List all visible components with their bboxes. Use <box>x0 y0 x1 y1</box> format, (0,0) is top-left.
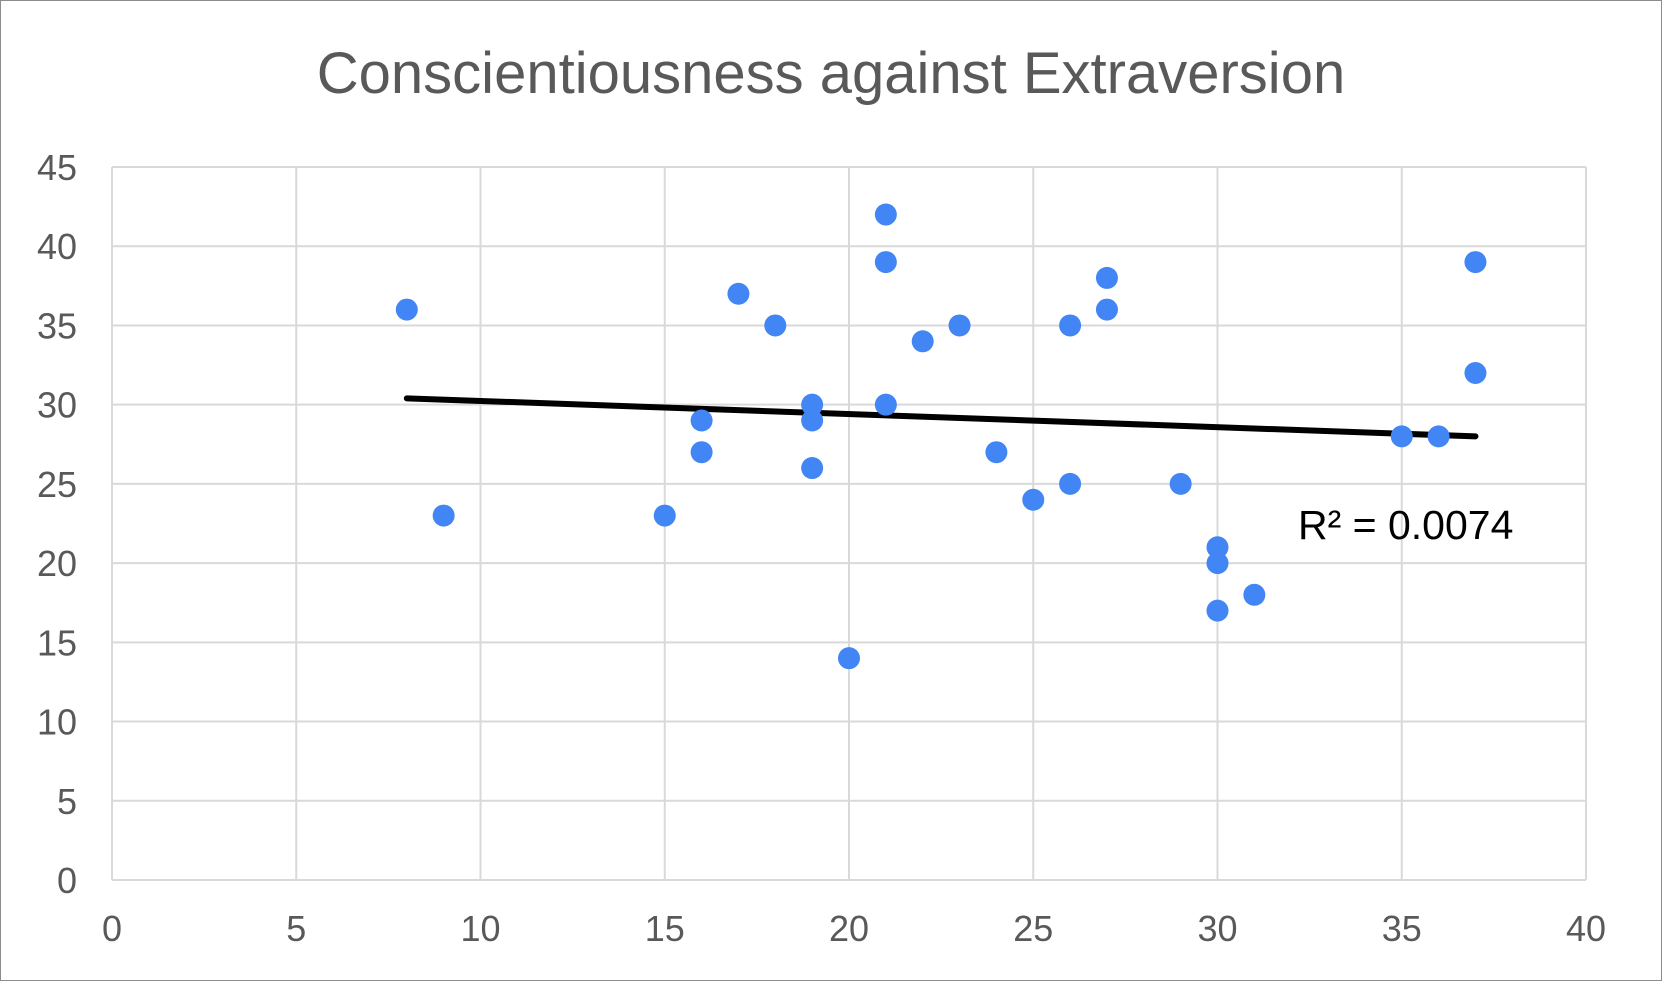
data-point <box>395 298 418 321</box>
data-point <box>764 314 787 337</box>
tick-labels: 0 5 10 15 20 25 30 35 40 45 0 5 10 15 20 25 30 35 40 <box>37 147 1606 949</box>
data-point <box>801 457 824 480</box>
data-point <box>1095 298 1118 321</box>
x-tick-label: 35 <box>1382 908 1422 949</box>
data-point <box>801 393 824 416</box>
data-point <box>1059 472 1082 495</box>
x-tick-label: 20 <box>829 908 869 949</box>
chart-title: Conscientiousness against Extraversion <box>317 41 1345 106</box>
data-point <box>985 441 1008 464</box>
y-tick-label: 5 <box>57 781 77 822</box>
data-point <box>874 393 897 416</box>
r-squared-label: R² = 0.0074 <box>1298 502 1513 548</box>
y-tick-label: 40 <box>37 226 77 267</box>
y-tick-label: 20 <box>37 543 77 584</box>
data-point <box>1206 599 1229 622</box>
data-point <box>1022 488 1045 511</box>
data-point <box>1169 472 1192 495</box>
data-point <box>1427 425 1450 448</box>
data-points <box>395 203 1487 670</box>
y-tick-label: 15 <box>37 622 77 663</box>
data-point <box>1059 314 1082 337</box>
data-point <box>1390 425 1413 448</box>
x-tick-label: 25 <box>1013 908 1053 949</box>
y-tick-label: 10 <box>37 702 77 743</box>
data-point <box>1243 583 1266 606</box>
y-tick-label: 25 <box>37 464 77 505</box>
x-tick-label: 0 <box>102 908 122 949</box>
y-tick-label: 30 <box>37 385 77 426</box>
data-point <box>838 647 860 670</box>
x-tick-label: 10 <box>460 908 500 949</box>
y-tick-label: 45 <box>37 147 77 188</box>
y-tick-label: 35 <box>37 305 77 346</box>
data-point <box>690 441 713 464</box>
data-point <box>948 314 971 337</box>
data-point <box>1095 266 1118 289</box>
data-point <box>690 409 713 432</box>
data-point <box>801 409 824 432</box>
y-tick-label: 0 <box>57 860 77 901</box>
data-point <box>432 504 455 527</box>
x-tick-label: 5 <box>286 908 306 949</box>
data-point <box>727 282 750 305</box>
data-point <box>1464 251 1487 274</box>
trendline-layer <box>403 395 1479 440</box>
data-point <box>653 504 676 527</box>
trendline <box>403 395 1479 440</box>
data-point <box>1206 536 1229 559</box>
data-point <box>874 251 897 274</box>
data-point <box>1206 552 1229 575</box>
data-point <box>911 330 934 353</box>
data-point <box>874 203 897 226</box>
x-tick-label: 30 <box>1197 908 1237 949</box>
data-point <box>1464 361 1487 384</box>
x-tick-label: 40 <box>1566 908 1606 949</box>
x-tick-label: 15 <box>645 908 685 949</box>
